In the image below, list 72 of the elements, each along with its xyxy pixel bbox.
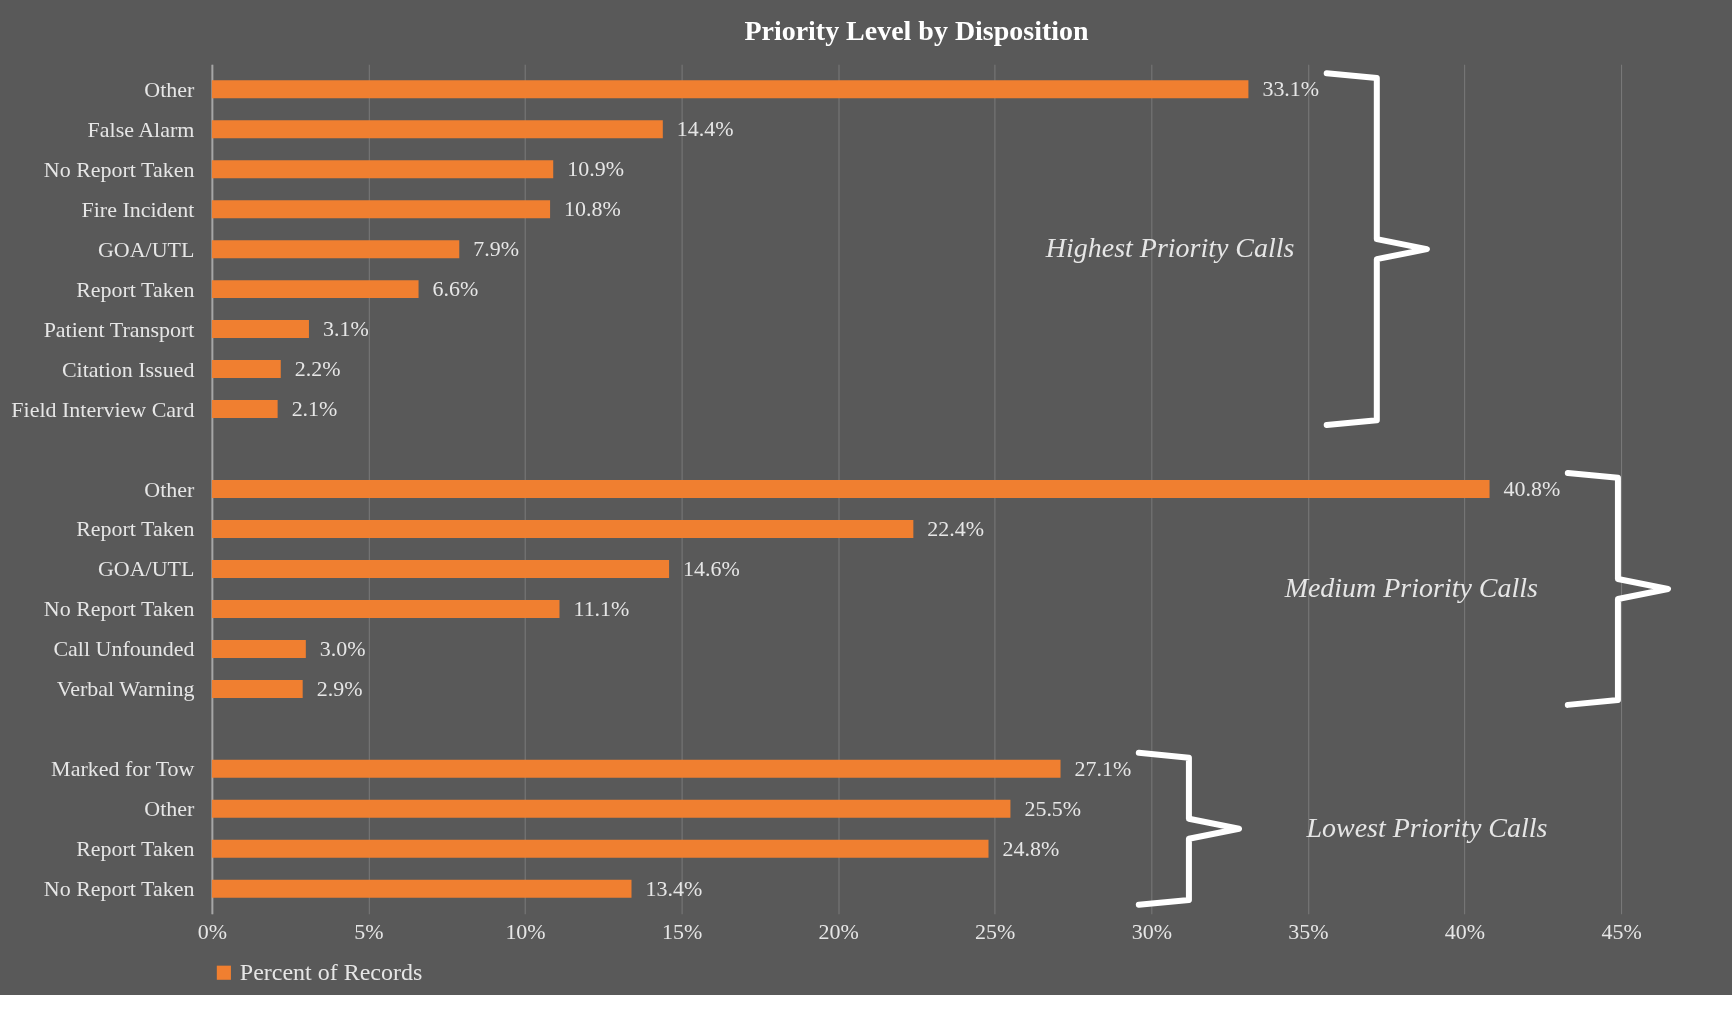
data-label: 14.6% (683, 555, 740, 581)
bar (211, 120, 663, 139)
bar (211, 679, 303, 698)
y-tick-label: GOA/UTL (97, 236, 195, 262)
y-tick-label: No Report Taken (43, 876, 195, 902)
y-tick-label: No Report Taken (43, 156, 195, 182)
y-tick-label: Other (144, 76, 196, 102)
y-tick-label: Report Taken (76, 836, 195, 862)
bar (211, 559, 670, 578)
bar (211, 839, 989, 858)
x-tick-label: 35% (1288, 919, 1329, 945)
chart-title: Priority Level by Disposition (744, 15, 1089, 47)
y-tick-label: Other (144, 476, 196, 502)
bar (211, 240, 460, 259)
data-label: 7.9% (473, 236, 520, 262)
x-tick-label: 5% (354, 919, 384, 945)
bar (211, 360, 281, 379)
x-tick-label: 20% (818, 919, 859, 945)
bar (211, 879, 632, 898)
y-tick-label: Marked for Tow (51, 756, 195, 782)
bar (211, 639, 306, 658)
bar (211, 759, 1061, 778)
data-label: 2.1% (291, 396, 338, 422)
x-tick-label: 40% (1444, 919, 1486, 945)
data-label: 11.1% (573, 595, 630, 621)
data-label: 24.8% (1002, 835, 1060, 861)
data-label: 10.8% (564, 196, 621, 222)
bar (211, 599, 560, 618)
bar (211, 519, 914, 538)
y-tick-label: Patient Transport (43, 316, 195, 342)
y-tick-label: No Report Taken (43, 596, 195, 622)
y-tick-label: Fire Incident (81, 196, 195, 222)
data-label: 22.4% (927, 515, 985, 541)
bar (211, 320, 309, 339)
data-label: 27.1% (1074, 755, 1132, 781)
bar (211, 280, 419, 299)
data-label: 25.5% (1024, 795, 1082, 821)
data-label: 13.4% (645, 875, 703, 901)
data-label: 14.4% (676, 116, 734, 142)
x-tick-label: 25% (975, 919, 1016, 945)
data-label: 6.6% (432, 276, 479, 302)
data-label: 2.2% (294, 356, 341, 382)
x-tick-label: 30% (1131, 919, 1172, 945)
data-label: 2.9% (316, 675, 363, 701)
y-tick-label: Verbal Warning (56, 676, 195, 702)
x-tick-label: 15% (661, 919, 703, 945)
y-tick-label: Report Taken (76, 276, 195, 302)
data-label: 40.8% (1503, 476, 1561, 501)
data-label: 3.0% (319, 635, 366, 661)
data-label: 33.1% (1262, 76, 1320, 102)
x-tick-label: 0% (197, 919, 228, 945)
y-tick-label: GOA/UTL (97, 556, 195, 582)
x-tick-label: 45% (1601, 919, 1642, 945)
y-tick-label: Other (144, 796, 196, 822)
bar (211, 80, 1249, 99)
annotation: Highest Priority Calls (1044, 232, 1295, 264)
data-label: 10.9% (567, 156, 624, 182)
data-label: 3.1% (322, 316, 369, 342)
bar (211, 400, 278, 419)
bar (211, 200, 551, 219)
annotation: Lowest Priority Calls (1305, 811, 1548, 843)
y-tick-label: Field Interview Card (11, 396, 195, 422)
bar (211, 160, 554, 179)
y-tick-label: Citation Issued (61, 356, 195, 382)
y-tick-label: Report Taken (76, 516, 195, 542)
annotation: Medium Priority Calls (1283, 571, 1538, 603)
y-tick-label: Call Unfounded (53, 636, 195, 662)
bar (211, 799, 1011, 818)
y-tick-label: False Alarm (87, 116, 195, 142)
legend-label: Percent of Records (239, 958, 423, 985)
bar (211, 480, 1490, 498)
x-tick-label: 10% (505, 919, 546, 945)
